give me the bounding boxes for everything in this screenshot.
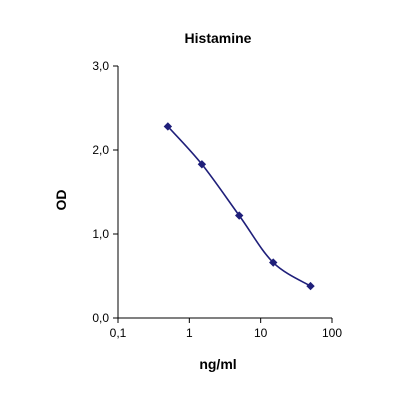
data-point-4 — [269, 258, 278, 267]
y-tick-label: 3,0 — [92, 59, 109, 73]
data-point-5 — [306, 281, 315, 291]
x-tick-label: 10 — [254, 326, 268, 340]
y-axis-title: OD — [53, 190, 69, 211]
axes-group — [117, 66, 332, 319]
data-point-2 — [197, 160, 207, 169]
x-tick-label: 1 — [186, 326, 193, 340]
data-point-3 — [234, 211, 244, 220]
series-group — [163, 122, 315, 291]
x-axis-title: ng/ml — [199, 356, 236, 372]
x-tick-label: 0,1 — [110, 326, 127, 340]
y-tick-label: 2,0 — [92, 143, 109, 157]
series-line — [167, 125, 311, 287]
data-point-1 — [163, 122, 173, 131]
x-tick-label: 100 — [322, 326, 342, 340]
ticks-group: 0,0 1,0 2,0 3,0 0,1 1 10 100 — [92, 59, 342, 340]
y-tick-label: 1,0 — [92, 227, 109, 241]
y-tick-label: 0,0 — [92, 311, 109, 325]
chart-title: Histamine — [185, 30, 252, 46]
